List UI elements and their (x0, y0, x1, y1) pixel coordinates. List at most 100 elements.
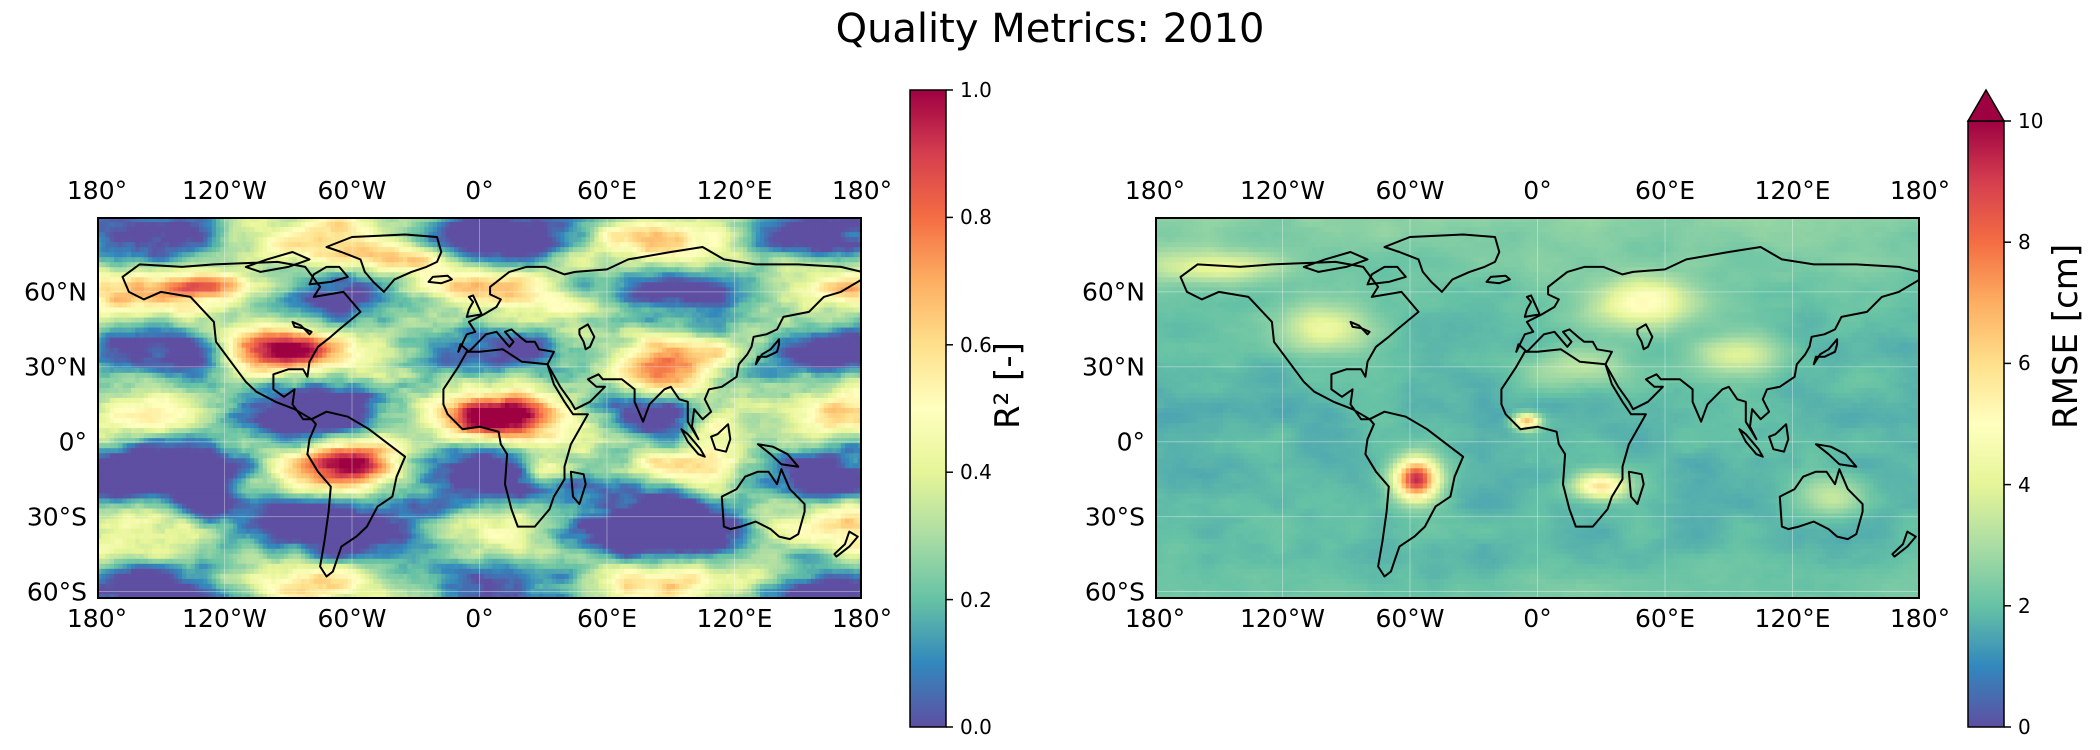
grid-cell (598, 347, 604, 354)
grid-cell (828, 267, 833, 273)
grid-cell (585, 227, 591, 233)
grid-cell (815, 347, 820, 354)
grid-cell (815, 342, 820, 349)
grid-cell (721, 272, 727, 278)
grid-cell (228, 322, 234, 329)
grid-cell (118, 317, 123, 324)
grid-cell (160, 332, 166, 339)
grid-cell (836, 292, 842, 298)
grid-cell (500, 227, 506, 233)
grid-cell (373, 317, 378, 324)
grid-cell (492, 242, 497, 248)
grid-cell (615, 302, 621, 308)
grid-cell (755, 322, 761, 329)
grid-cell (296, 257, 302, 263)
grid-cell (679, 232, 684, 238)
grid-cell (675, 307, 680, 313)
grid-cell (301, 292, 306, 298)
grid-cell (173, 222, 179, 228)
grid-cell (143, 267, 149, 273)
grid-cell (611, 272, 616, 278)
grid-cell (258, 257, 264, 263)
grid-cell (292, 242, 298, 248)
grid-cell (237, 297, 242, 303)
grid-cell (794, 302, 799, 308)
grid-cell (751, 217, 757, 223)
grid-cell (768, 247, 774, 253)
grid-cell (607, 227, 612, 233)
grid-cell (139, 217, 145, 223)
grid-cell (738, 272, 744, 278)
grid-cell (789, 332, 795, 339)
grid-cell (165, 257, 170, 263)
grid-cell (849, 272, 854, 278)
grid-cell (836, 222, 842, 228)
grid-cell (143, 282, 149, 288)
grid-cell (704, 322, 710, 329)
grid-cell (522, 222, 527, 228)
grid-cell (194, 307, 200, 313)
grid-cell (394, 242, 400, 248)
grid-cell (471, 252, 476, 258)
grid-cell (500, 242, 506, 248)
grid-cell (649, 262, 655, 268)
grid-cell (173, 252, 179, 258)
grid-cell (165, 302, 170, 308)
grid-cell (381, 242, 387, 248)
grid-cell (828, 342, 833, 349)
grid-cell (343, 322, 349, 329)
grid-cell (245, 307, 251, 313)
grid-cell (386, 297, 391, 303)
grid-cell (479, 307, 485, 313)
grid-cell (156, 277, 162, 283)
grid-cell (471, 227, 476, 233)
grid-cell (645, 217, 650, 223)
grid-cell (262, 267, 268, 273)
grid-cell (624, 307, 629, 313)
grid-cell (828, 312, 833, 319)
grid-cell (220, 227, 225, 233)
grid-cell (849, 337, 854, 344)
grid-cell (288, 232, 293, 238)
grid-cell (114, 347, 119, 354)
grid-cell (539, 312, 544, 319)
grid-cell (772, 282, 778, 288)
grid-cell (466, 237, 472, 243)
grid-cell (407, 307, 412, 313)
grid-cell (126, 312, 132, 319)
grid-cell (764, 282, 769, 288)
grid-cell (437, 282, 442, 288)
grid-cell (713, 287, 718, 293)
grid-cell (704, 222, 710, 228)
grid-cell (220, 302, 225, 308)
grid-cell (386, 222, 391, 228)
grid-cell (836, 347, 842, 354)
grid-cell (471, 222, 476, 228)
grid-cell (245, 267, 251, 273)
grid-cell (607, 342, 612, 349)
grid-cell (288, 322, 293, 329)
grid-cell (216, 232, 221, 238)
grid-cell (245, 222, 251, 228)
grid-cell (114, 272, 119, 278)
grid-cell (488, 232, 493, 238)
grid-cell (607, 262, 612, 268)
grid-cell (789, 297, 795, 303)
grid-cell (628, 222, 633, 228)
grid-cell (203, 222, 208, 228)
grid-cell (662, 312, 667, 319)
grid-cell (479, 257, 485, 263)
grid-cell (602, 272, 608, 278)
grid-cell (241, 252, 247, 258)
grid-cell (679, 262, 684, 268)
grid-cell (755, 287, 761, 293)
grid-cell (309, 287, 315, 293)
grid-cell (598, 232, 604, 238)
grid-cell (101, 222, 106, 228)
grid-cell (751, 342, 757, 349)
grid-cell (781, 342, 786, 349)
grid-cell (857, 302, 862, 308)
grid-cell (369, 217, 374, 223)
grid-cell (556, 222, 561, 228)
grid-cell (165, 292, 170, 298)
